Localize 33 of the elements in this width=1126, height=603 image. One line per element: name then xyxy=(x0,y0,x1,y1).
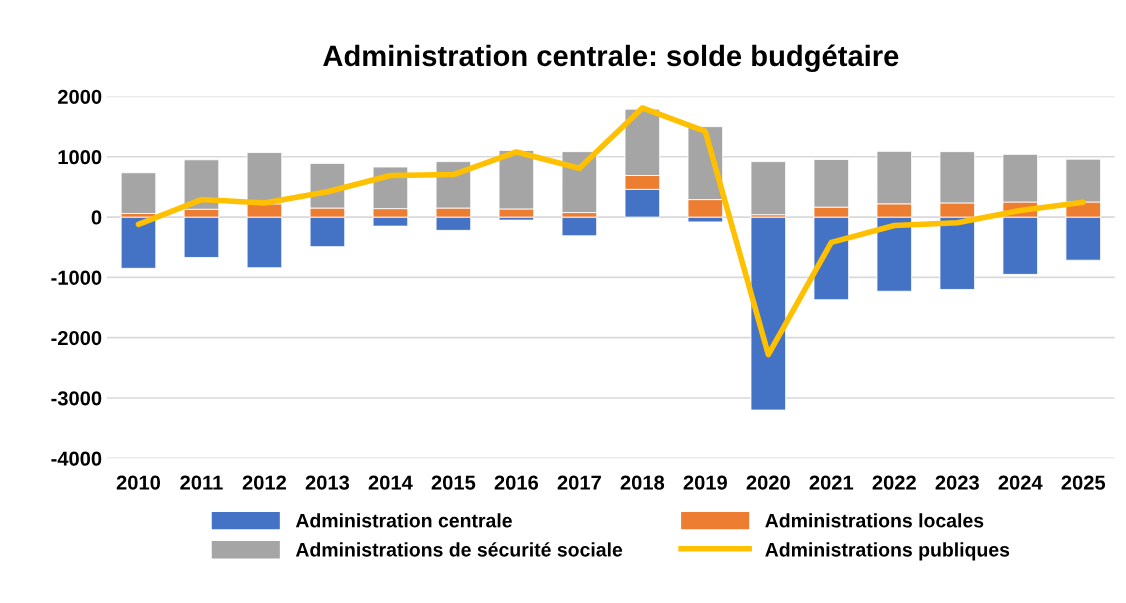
y-tick-label: -2000 xyxy=(51,330,102,346)
x-tick-label: 2017 xyxy=(557,475,601,490)
bar xyxy=(120,216,157,269)
y-tick-label: 1000 xyxy=(58,150,102,165)
bar xyxy=(750,216,787,411)
x-tick-label: 2024 xyxy=(998,475,1043,490)
legend-label: Administrations locales xyxy=(765,513,984,528)
legend-label: Administrations publiques xyxy=(765,542,1010,561)
y-tick-label: -1000 xyxy=(51,270,102,285)
legend-label: Administrations de sécurité sociale xyxy=(295,542,623,557)
x-tick-label: 2011 xyxy=(180,475,223,490)
x-tick-label: 2019 xyxy=(683,475,727,490)
x-tick-label: 2023 xyxy=(935,475,979,490)
bar xyxy=(120,172,157,214)
x-tick-label: 2014 xyxy=(368,475,413,490)
legend-label: Administration centrale xyxy=(295,513,512,528)
bar xyxy=(561,216,598,237)
y-tick-label: 2000 xyxy=(58,89,102,104)
x-tick-label: 2016 xyxy=(494,475,539,490)
x-tick-label: 2013 xyxy=(305,475,350,490)
x-tick-label: 2012 xyxy=(242,475,287,490)
bar xyxy=(750,161,787,216)
x-tick-label: 2010 xyxy=(116,475,161,490)
y-tick-label: 0 xyxy=(91,210,102,225)
y-tick-label: -4000 xyxy=(51,451,102,466)
x-tick-label: 2015 xyxy=(431,475,476,490)
x-tick-label: 2018 xyxy=(620,475,665,490)
y-tick-label: -3000 xyxy=(51,391,102,406)
chart-title: Administration centrale: solde budgétaire xyxy=(323,44,899,73)
x-tick-label: 2022 xyxy=(872,475,916,490)
x-tick-label: 2021 xyxy=(809,475,854,490)
x-tick-label: 2020 xyxy=(746,475,790,490)
x-tick-label: 2025 xyxy=(1061,475,1106,490)
